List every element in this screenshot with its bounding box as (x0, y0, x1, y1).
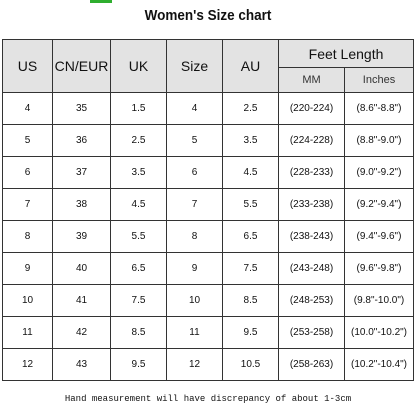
size-table: US CN/EUR UK Size AU Feet Length MM Inch… (2, 39, 415, 381)
cell-inches: (9.0"-9.2") (343, 156, 415, 189)
accent-bar (90, 0, 112, 3)
cell-au: 9.5 (222, 316, 279, 349)
cell-au: 8.5 (222, 284, 279, 317)
cell-inches: (8.8"-9.0") (343, 124, 415, 157)
table-row: 12 43 9.5 12 10.5 (258-263) (10.2"-10.4") (2, 348, 415, 381)
cell-cn-eur: 42 (52, 316, 111, 349)
table-row: 6 37 3.5 6 4.5 (228-233) (9.0"-9.2") (2, 156, 415, 189)
cell-uk: 3.5 (110, 156, 167, 189)
cell-size: 10 (166, 284, 223, 317)
header-size: Size (166, 39, 223, 93)
measurement-note: Hand measurement will have discrepancy o… (64, 394, 352, 404)
cell-us: 10 (2, 284, 53, 317)
table-row: 8 39 5.5 8 6.5 (238-243) (9.4"-9.6") (2, 220, 415, 253)
cell-size: 9 (166, 252, 223, 285)
cell-us: 11 (2, 316, 53, 349)
cell-inches: (9.6"-9.8") (343, 252, 415, 285)
cell-inches: (10.2"-10.4") (343, 348, 415, 381)
table-row: 11 42 8.5 11 9.5 (253-258) (10.0"-10.2") (2, 316, 415, 349)
cell-mm: (224-228) (278, 124, 345, 157)
cell-au: 5.5 (222, 188, 279, 221)
header-au: AU (222, 39, 279, 93)
cell-us: 9 (2, 252, 53, 285)
table-row: 9 40 6.5 9 7.5 (243-248) (9.6"-9.8") (2, 252, 415, 285)
cell-au: 2.5 (222, 92, 279, 125)
cell-uk: 5.5 (110, 220, 167, 253)
header-row: US CN/EUR UK Size AU Feet Length (2, 39, 415, 93)
cell-size: 5 (166, 124, 223, 157)
cell-mm: (258-263) (278, 348, 345, 381)
cell-size: 4 (166, 92, 223, 125)
chart-title: Women's Size chart (144, 7, 272, 24)
cell-inches: (8.6"-8.8") (343, 92, 415, 125)
cell-mm: (253-258) (278, 316, 345, 349)
cell-inches: (9.8"-10.0") (343, 284, 415, 317)
cell-mm: (238-243) (278, 220, 345, 253)
cell-cn-eur: 43 (52, 348, 111, 381)
table-row: 7 38 4.5 7 5.5 (233-238) (9.2"-9.4") (2, 188, 415, 221)
cell-mm: (228-233) (278, 156, 345, 189)
cell-uk: 8.5 (110, 316, 167, 349)
cell-cn-eur: 37 (52, 156, 111, 189)
cell-us: 5 (2, 124, 53, 157)
cell-uk: 6.5 (110, 252, 167, 285)
header-cn-eur: CN/EUR (52, 39, 111, 93)
header-us: US (2, 39, 53, 93)
cell-au: 10.5 (222, 348, 279, 381)
cell-mm: (243-248) (278, 252, 345, 285)
cell-us: 6 (2, 156, 53, 189)
subheader-row: MM Inches (3, 67, 415, 93)
cell-au: 7.5 (222, 252, 279, 285)
cell-cn-eur: 35 (52, 92, 111, 125)
table-row: 4 35 1.5 4 2.5 (220-224) (8.6"-8.8") (2, 92, 415, 125)
cell-us: 7 (2, 188, 53, 221)
table-row: 10 41 7.5 10 8.5 (248-253) (9.8"-10.0") (2, 284, 415, 317)
cell-mm: (233-238) (278, 188, 345, 221)
header-inches: Inches (343, 67, 415, 93)
cell-inches: (10.0"-10.2") (343, 316, 415, 349)
cell-cn-eur: 36 (52, 124, 111, 157)
cell-uk: 7.5 (110, 284, 167, 317)
table-row: 5 36 2.5 5 3.5 (224-228) (8.8"-9.0") (2, 124, 415, 157)
cell-uk: 4.5 (110, 188, 167, 221)
cell-cn-eur: 40 (52, 252, 111, 285)
cell-uk: 2.5 (110, 124, 167, 157)
cell-size: 8 (166, 220, 223, 253)
cell-uk: 9.5 (110, 348, 167, 381)
cell-cn-eur: 39 (52, 220, 111, 253)
header-uk: UK (110, 39, 167, 93)
header-mm: MM (278, 67, 345, 93)
table-body: 4 35 1.5 4 2.5 (220-224) (8.6"-8.8") 5 36 2.5 5 3.5… (2, 92, 415, 381)
cell-au: 4.5 (222, 156, 279, 189)
cell-size: 7 (166, 188, 223, 221)
cell-inches: (9.4"-9.6") (343, 220, 415, 253)
cell-size: 12 (166, 348, 223, 381)
cell-cn-eur: 41 (52, 284, 111, 317)
cell-au: 6.5 (222, 220, 279, 253)
cell-uk: 1.5 (110, 92, 167, 125)
cell-cn-eur: 38 (52, 188, 111, 221)
cell-size: 11 (166, 316, 223, 349)
cell-us: 8 (2, 220, 53, 253)
cell-inches: (9.2"-9.4") (343, 188, 415, 221)
cell-us: 12 (2, 348, 53, 381)
cell-size: 6 (166, 156, 223, 189)
cell-us: 4 (2, 92, 53, 125)
cell-mm: (248-253) (278, 284, 345, 317)
cell-mm: (220-224) (278, 92, 345, 125)
header-feet-length: Feet Length (277, 39, 415, 68)
cell-au: 3.5 (222, 124, 279, 157)
